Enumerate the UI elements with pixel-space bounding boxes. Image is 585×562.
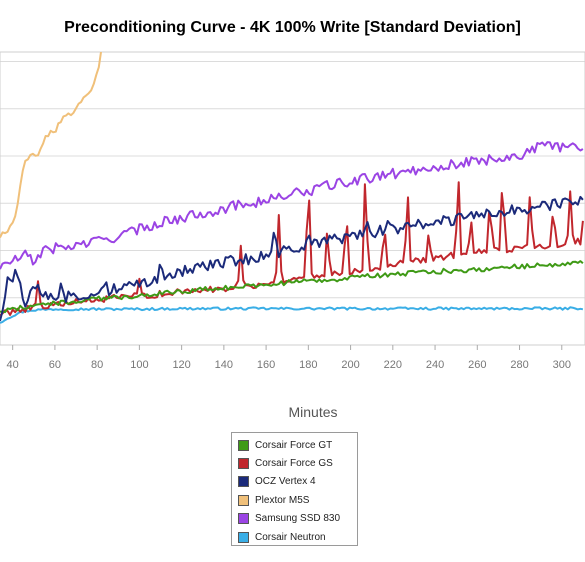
- legend-swatch: [238, 476, 249, 488]
- chart-title: Preconditioning Curve - 4K 100% Write [S…: [64, 19, 521, 36]
- x-tick-label: 140: [215, 359, 233, 371]
- x-tick-label: 220: [384, 359, 402, 371]
- legend-item: Samsung SSD 830: [238, 510, 357, 528]
- legend-label: Plextor M5S: [255, 494, 310, 506]
- series-lines: [0, 52, 584, 324]
- legend-swatch: [238, 494, 249, 506]
- series-line-corsair-neutron: [0, 306, 584, 324]
- legend-label: OCZ Vertex 4: [255, 476, 316, 488]
- legend: Corsair Force GT Corsair Force GS OCZ Vert…: [231, 432, 358, 546]
- legend-swatch: [238, 513, 249, 525]
- x-tick-label: 80: [91, 359, 103, 371]
- plot-area-border: [0, 51, 585, 346]
- x-axis-label: Minutes: [288, 404, 337, 420]
- x-tick-label: 300: [553, 359, 571, 371]
- x-tick-label: 160: [257, 359, 275, 371]
- legend-label: Corsair Force GT: [255, 439, 333, 451]
- x-tick-label: 180: [299, 359, 317, 371]
- grid-lines: [0, 60, 585, 299]
- legend-swatch: [238, 458, 249, 470]
- legend-item: Plextor M5S: [238, 491, 357, 509]
- legend-item: Corsair Force GS: [238, 454, 357, 472]
- x-tick-label: 260: [468, 359, 486, 371]
- legend-item: Corsair Neutron: [238, 528, 357, 546]
- legend-item: OCZ Vertex 4: [238, 473, 357, 491]
- x-tick-label: 60: [49, 359, 61, 371]
- series-line-plextor-m5s: [0, 52, 103, 238]
- x-axis-ticks: 40 60 80 100 120 140 160 180 200 220 240 260 280 300: [7, 345, 571, 371]
- legend-swatch: [238, 531, 249, 543]
- legend-item: Corsair Force GT: [238, 436, 357, 454]
- x-tick-label: 120: [172, 359, 190, 371]
- x-tick-label: 240: [426, 359, 444, 371]
- series-line-corsair-force-gt: [0, 260, 584, 314]
- series-line-ocz-vertex-4: [0, 195, 584, 322]
- legend-swatch: [238, 439, 249, 451]
- legend-label: Samsung SSD 830: [255, 513, 341, 525]
- series-line-samsung-ssd-830: [0, 141, 584, 270]
- legend-label: Corsair Neutron: [255, 531, 326, 543]
- series-line-corsair-force-gs: [0, 181, 584, 317]
- x-tick-label: 100: [130, 359, 148, 371]
- legend-label: Corsair Force GS: [255, 458, 333, 470]
- x-tick-label: 200: [341, 359, 359, 371]
- line-chart: 40 60 80 100 120 140 160 180 200 220 240 260 280 300 …: [0, 51, 585, 420]
- x-tick-label: 280: [510, 359, 528, 371]
- x-tick-label: 40: [7, 359, 19, 371]
